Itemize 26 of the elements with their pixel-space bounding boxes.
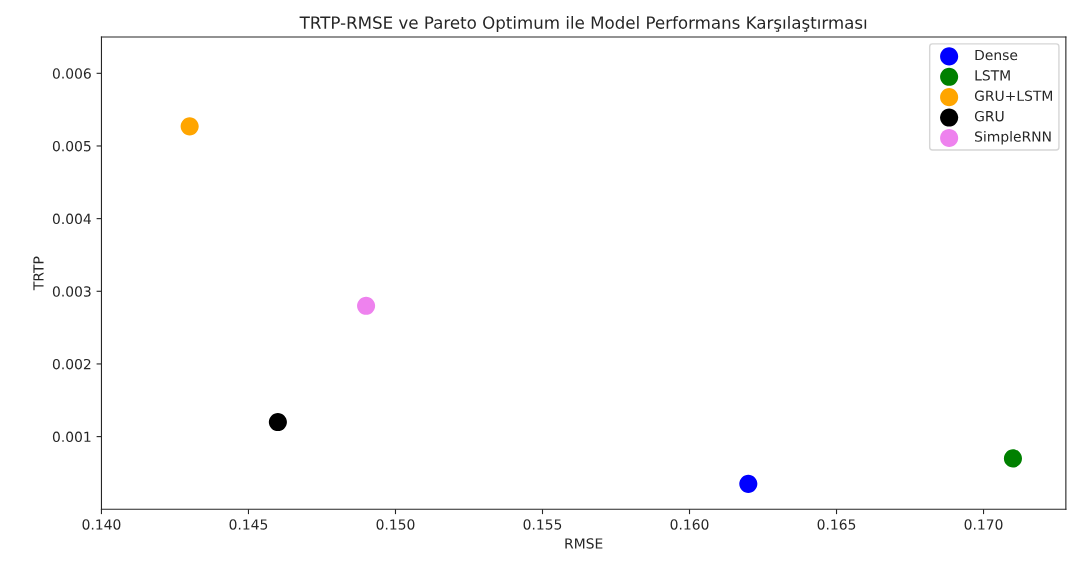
- legend-label: GRU+LSTM: [974, 90, 1053, 102]
- y-tick-label: 0.001: [52, 431, 91, 443]
- x-tick-label: 0.145: [229, 519, 268, 530]
- y-tick-label: 0.005: [52, 140, 91, 152]
- point: [357, 296, 376, 315]
- point: [739, 474, 758, 493]
- legend-label: Dense: [975, 49, 1018, 61]
- y-tick-label: 0.003: [52, 286, 91, 297]
- x-tick-label: 0.150: [376, 519, 415, 530]
- y-tick-label: 0.004: [52, 213, 91, 225]
- x-tick-label: 0.160: [670, 519, 709, 530]
- x-tick-label: 0.140: [82, 519, 121, 530]
- legend-label: GRU: [974, 110, 1004, 122]
- chart-title: TRTP-RMSE ve Pareto Optimum ile Model Performans Karşılaştırması: [299, 15, 867, 33]
- point: [180, 117, 199, 136]
- legend-label: SimpleRNN: [975, 131, 1051, 145]
- point: [1003, 449, 1022, 468]
- x-tick-label: 0.155: [523, 519, 562, 530]
- legend-label: LSTM: [975, 70, 1010, 81]
- y-tick-label: 0.002: [52, 358, 91, 370]
- y-axis-title: TRTP: [33, 256, 44, 291]
- x-tick-label: 0.170: [964, 519, 1003, 530]
- y-tick-label: 0.006: [52, 68, 91, 79]
- x-tick-label: 0.165: [817, 519, 856, 530]
- point: [268, 413, 287, 432]
- x-axis-title: RMSE: [565, 538, 603, 549]
